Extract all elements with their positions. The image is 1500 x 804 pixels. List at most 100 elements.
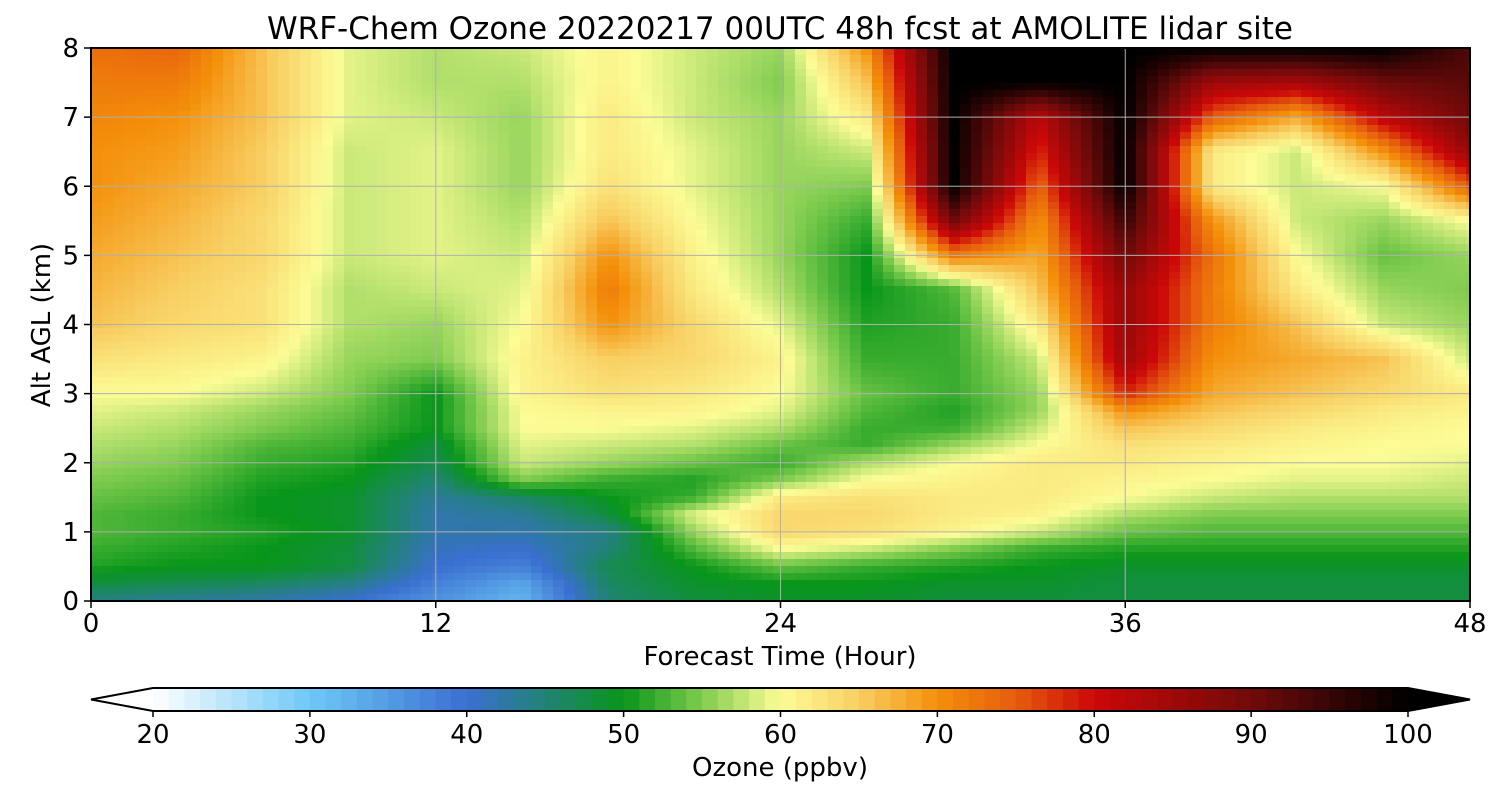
heatmap-cell (586, 573, 598, 581)
heatmap-cell (498, 286, 510, 294)
heatmap-cell (377, 314, 389, 322)
heatmap-cell (707, 62, 719, 70)
heatmap-cell (718, 405, 730, 413)
heatmap-cell (201, 90, 213, 98)
heatmap-cell (707, 195, 719, 203)
heatmap-cell (542, 279, 554, 287)
heatmap-cell (267, 216, 279, 224)
heatmap-cell (322, 489, 334, 497)
heatmap-cell (608, 300, 620, 308)
heatmap-cell (135, 167, 147, 175)
heatmap-cell (190, 573, 202, 581)
heatmap-cell (377, 279, 389, 287)
heatmap-cell (718, 440, 730, 448)
heatmap-cell (432, 181, 444, 189)
heatmap-cell (410, 48, 422, 56)
heatmap-cell (696, 90, 708, 98)
heatmap-cell (773, 272, 785, 280)
heatmap-cell (740, 552, 752, 560)
heatmap-cell (685, 405, 697, 413)
heatmap-cell (465, 48, 477, 56)
heatmap-cell (465, 125, 477, 133)
heatmap-cell (652, 377, 664, 385)
heatmap-cell (421, 377, 433, 385)
heatmap-cell (520, 342, 532, 350)
heatmap-cell (124, 559, 136, 567)
heatmap-cell (762, 244, 774, 252)
heatmap-cell (729, 342, 741, 350)
heatmap-cell (311, 426, 323, 434)
heatmap-cell (487, 335, 499, 343)
heatmap-cell (212, 48, 224, 56)
heatmap-cell (190, 153, 202, 161)
heatmap-cell (751, 503, 763, 511)
heatmap-cell (223, 370, 235, 378)
heatmap-cell (443, 97, 455, 105)
heatmap-cell (619, 531, 631, 539)
heatmap-cell (531, 216, 543, 224)
heatmap-cell (223, 48, 235, 56)
heatmap-cell (102, 146, 114, 154)
heatmap-cell (520, 538, 532, 546)
heatmap-cell (762, 195, 774, 203)
heatmap-cell (498, 496, 510, 504)
heatmap-cell (784, 139, 796, 147)
heatmap-cell (344, 489, 356, 497)
heatmap-cell (168, 97, 180, 105)
heatmap-cell (520, 125, 532, 133)
heatmap-cell (311, 132, 323, 140)
heatmap-cell (784, 111, 796, 119)
heatmap-cell (751, 139, 763, 147)
heatmap-cell (91, 153, 103, 161)
heatmap-cell (520, 181, 532, 189)
heatmap-cell (641, 545, 653, 553)
heatmap-cell (630, 475, 642, 483)
heatmap-cell (652, 272, 664, 280)
heatmap-cell (102, 496, 114, 504)
heatmap-cell (542, 440, 554, 448)
heatmap-cell (201, 433, 213, 441)
heatmap-cell (652, 69, 664, 77)
heatmap-cell (146, 503, 158, 511)
heatmap-cell (223, 510, 235, 518)
heatmap-cell (707, 559, 719, 567)
heatmap-cell (300, 573, 312, 581)
heatmap-cell (146, 279, 158, 287)
heatmap-cell (762, 349, 774, 357)
heatmap-cell (619, 62, 631, 70)
heatmap-cell (168, 188, 180, 196)
heatmap-cell (597, 181, 609, 189)
heatmap-cell (542, 482, 554, 490)
heatmap-cell (278, 244, 290, 252)
heatmap-cell (300, 307, 312, 315)
heatmap-cell (344, 391, 356, 399)
heatmap-cell (157, 174, 169, 182)
heatmap-cell (498, 97, 510, 105)
heatmap-cell (674, 587, 686, 595)
heatmap-cell (267, 531, 279, 539)
heatmap-cell (729, 496, 741, 504)
heatmap-cell (432, 370, 444, 378)
heatmap-cell (663, 216, 675, 224)
heatmap-cell (465, 363, 477, 371)
heatmap-cell (663, 489, 675, 497)
heatmap-cell (476, 195, 488, 203)
heatmap-cell (135, 286, 147, 294)
heatmap-cell (663, 174, 675, 182)
heatmap-cell (300, 118, 312, 126)
heatmap-cell (685, 461, 697, 469)
heatmap-cell (476, 342, 488, 350)
heatmap-cell (597, 104, 609, 112)
heatmap-cell (201, 104, 213, 112)
heatmap-cell (762, 118, 774, 126)
heatmap-cell (333, 496, 345, 504)
heatmap-cell (234, 545, 246, 553)
heatmap-cell (190, 174, 202, 182)
heatmap-cell (410, 265, 422, 273)
heatmap-cell (289, 412, 301, 420)
heatmap-cell (377, 545, 389, 553)
heatmap-cell (740, 489, 752, 497)
heatmap-cell (388, 293, 400, 301)
heatmap-cell (421, 83, 433, 91)
heatmap-cell (421, 363, 433, 371)
